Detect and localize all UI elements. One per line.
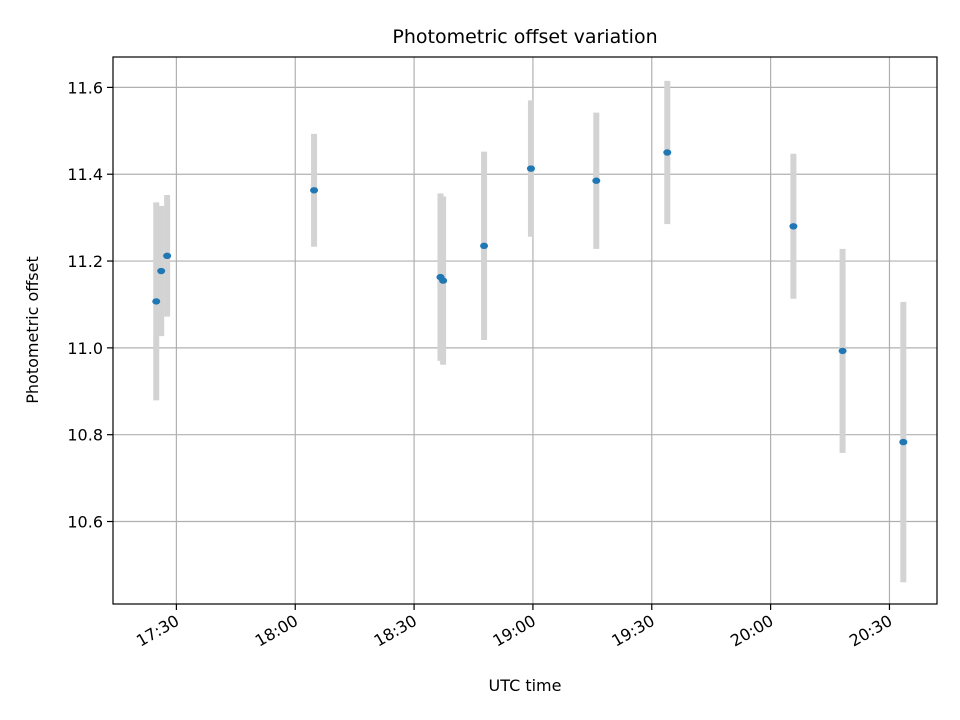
data-point <box>439 277 448 284</box>
x-tick-label: 19:30 <box>608 611 657 651</box>
y-tick-label: 11.2 <box>67 252 103 271</box>
x-tick-label: 20:00 <box>727 611 776 651</box>
y-tick-label: 10.8 <box>67 426 103 445</box>
data-point <box>838 347 847 355</box>
data-points <box>152 149 908 446</box>
x-tick-label: 18:30 <box>371 611 420 651</box>
data-point <box>663 149 672 156</box>
x-tick-label: 20:30 <box>846 611 895 651</box>
y-tick-label: 11.0 <box>67 339 103 358</box>
chart-title: Photometric offset variation <box>392 26 657 48</box>
x-tick-label: 17:30 <box>133 611 182 651</box>
x-axis-title: UTC time <box>489 676 562 695</box>
plot-frame <box>112 56 938 605</box>
data-point <box>789 223 798 230</box>
grid <box>113 57 937 604</box>
y-tick-label: 11.4 <box>67 165 103 184</box>
data-point <box>152 298 161 305</box>
data-point <box>526 165 535 172</box>
error-bars <box>153 80 907 583</box>
x-axis-ticks: 17:30 18:00 18:30 19:00 19:30 20:00 20:30 <box>133 604 895 651</box>
data-point <box>163 252 172 260</box>
data-point <box>899 438 908 446</box>
y-axis-title: Photometric offset <box>23 256 42 404</box>
y-tick-label: 11.6 <box>67 78 103 97</box>
data-point <box>310 187 319 194</box>
data-point <box>480 242 489 250</box>
y-tick-label: 10.6 <box>67 513 103 532</box>
data-point <box>592 177 601 184</box>
data-point <box>157 267 166 275</box>
x-tick-label: 18:00 <box>252 611 301 651</box>
y-axis-ticks: 10.6 10.8 11.0 11.2 11.4 11.6 <box>67 78 113 532</box>
x-tick-label: 19:00 <box>489 611 538 651</box>
